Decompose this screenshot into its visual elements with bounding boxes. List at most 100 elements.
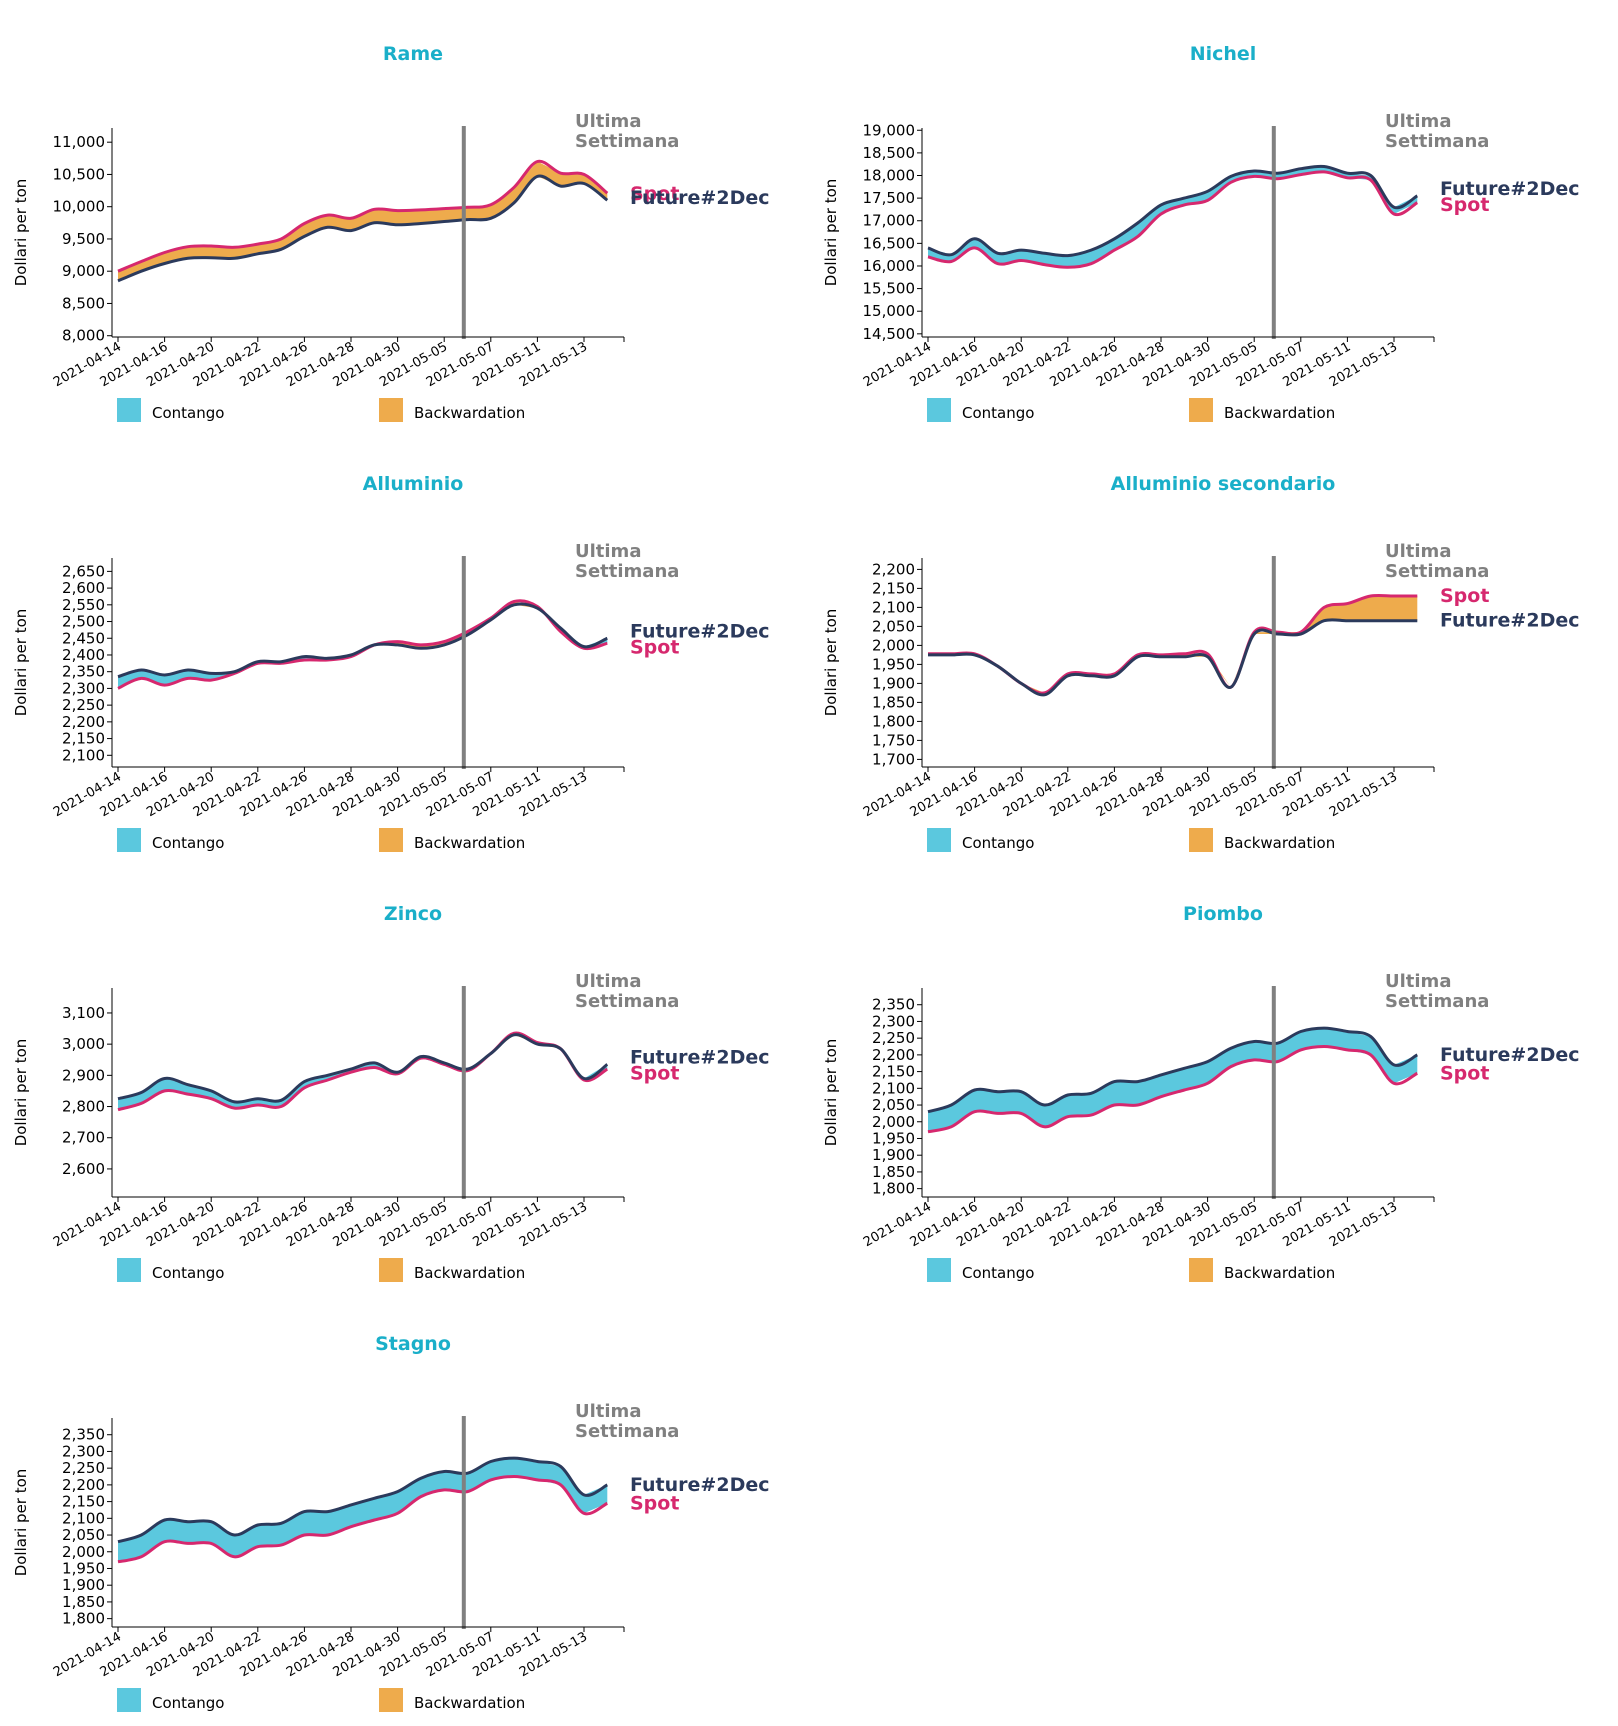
- legend-backwardation-label: Backwardation: [414, 1694, 525, 1712]
- spot-end-label: Spot: [1440, 585, 1489, 607]
- spot-end-label: Spot: [630, 183, 679, 205]
- chart-title: Alluminio: [363, 473, 464, 495]
- last-week-label-line2: Settimana: [1385, 131, 1489, 152]
- y-tick-label: 2,150: [62, 1493, 105, 1511]
- y-tick-label: 2,100: [872, 1079, 915, 1097]
- y-tick-label: 8,000: [62, 327, 105, 345]
- legend-contango-swatch: [117, 398, 141, 422]
- legend-contango-swatch: [927, 828, 951, 852]
- y-tick-label: 18,500: [863, 144, 916, 162]
- last-week-label-line2: Settimana: [575, 991, 679, 1012]
- future-end-label: Future#2Dec: [630, 1474, 770, 1496]
- y-tick-label: 2,800: [62, 1098, 105, 1116]
- legend-backwardation-swatch: [379, 1688, 403, 1712]
- y-tick-label: 15,000: [863, 302, 916, 320]
- future-end-label: Future#2Dec: [1440, 610, 1580, 632]
- y-tick-label: 2,050: [872, 1096, 915, 1114]
- y-tick-label: 2,400: [62, 646, 105, 664]
- y-tick-label: 1,900: [872, 674, 915, 692]
- y-tick-label: 16,000: [863, 257, 916, 275]
- y-tick-label: 2,250: [62, 1459, 105, 1477]
- y-axis-label: Dollari per ton: [12, 609, 30, 717]
- spot-end-label: Spot: [630, 1492, 679, 1514]
- future-end-label: Future#2Dec: [630, 620, 770, 642]
- spot-line: [117, 1031, 609, 1112]
- y-tick-label: 19,000: [863, 121, 916, 139]
- y-tick-label: 2,500: [62, 613, 105, 631]
- y-tick-label: 2,150: [62, 730, 105, 748]
- y-tick-label: 2,650: [62, 562, 105, 580]
- y-tick-label: 1,800: [872, 1180, 915, 1198]
- y-axis-label: Dollari per ton: [12, 1039, 30, 1147]
- legend-contango-label: Contango: [962, 1264, 1034, 1282]
- y-tick-label: 1,900: [62, 1576, 105, 1594]
- y-tick-label: 2,300: [872, 1012, 915, 1030]
- y-tick-label: 1,950: [872, 655, 915, 673]
- spot-end-label: Spot: [630, 636, 679, 658]
- y-tick-label: 2,900: [62, 1066, 105, 1084]
- chart-title: Alluminio secondario: [1111, 473, 1336, 495]
- y-tick-label: 17,500: [863, 189, 916, 207]
- y-tick-label: 2,600: [62, 579, 105, 597]
- y-tick-label: 2,700: [62, 1129, 105, 1147]
- y-tick-label: 2,100: [62, 746, 105, 764]
- y-tick-label: 14,500: [863, 325, 916, 343]
- legend-contango-label: Contango: [152, 834, 224, 852]
- legend-backwardation-swatch: [379, 828, 403, 852]
- last-week-label-line1: Ultima: [1385, 971, 1451, 992]
- legend-backwardation-label: Backwardation: [414, 834, 525, 852]
- legend-contango-swatch: [117, 828, 141, 852]
- y-tick-label: 3,000: [62, 1035, 105, 1053]
- y-tick-label: 1,850: [62, 1593, 105, 1611]
- legend-backwardation-swatch: [1189, 398, 1213, 422]
- legend-contango-label: Contango: [962, 834, 1034, 852]
- future-line: [117, 1033, 609, 1104]
- contango-area: [118, 644, 375, 689]
- spot-end-label: Spot: [1440, 194, 1489, 216]
- y-axis-label: Dollari per ton: [822, 1039, 840, 1147]
- legend-backwardation-swatch: [379, 1258, 403, 1282]
- contango-area: [928, 1028, 1418, 1132]
- y-tick-label: 2,350: [62, 1426, 105, 1444]
- future-end-label: Future#2Dec: [1440, 1044, 1580, 1066]
- last-week-label-line2: Settimana: [1385, 561, 1489, 582]
- future-line: [927, 618, 1418, 697]
- chart-title: Nichel: [1190, 43, 1257, 65]
- y-tick-label: 9,000: [62, 262, 105, 280]
- legend-backwardation-swatch: [1189, 1258, 1213, 1282]
- future-line: [927, 1026, 1419, 1114]
- y-tick-label: 2,200: [872, 560, 915, 578]
- y-tick-label: 3,100: [62, 1004, 105, 1022]
- contango-area: [560, 1048, 608, 1080]
- y-tick-label: 2,300: [62, 1442, 105, 1460]
- legend-backwardation-label: Backwardation: [1224, 404, 1335, 422]
- y-tick-label: 2,350: [62, 663, 105, 681]
- y-tick-label: 2,000: [872, 1113, 915, 1131]
- y-tick-label: 2,200: [872, 1046, 915, 1064]
- last-week-label-line2: Settimana: [575, 1421, 679, 1442]
- y-tick-label: 2,600: [62, 1160, 105, 1178]
- contango-area: [118, 1053, 491, 1110]
- last-week-label-line1: Ultima: [575, 1401, 641, 1422]
- legend-backwardation-label: Backwardation: [414, 404, 525, 422]
- contango-area: [928, 166, 1418, 268]
- legend-contango-swatch: [117, 1258, 141, 1282]
- future-end-label: Future#2Dec: [630, 1046, 770, 1068]
- spot-end-label: Spot: [630, 1062, 679, 1084]
- y-tick-label: 1,950: [62, 1559, 105, 1577]
- y-tick-label: 2,450: [62, 629, 105, 647]
- y-tick-label: 9,500: [62, 230, 105, 248]
- last-week-label-line1: Ultima: [575, 111, 641, 132]
- y-tick-label: 18,000: [863, 167, 916, 185]
- y-tick-label: 2,200: [62, 713, 105, 731]
- legend-contango-swatch: [927, 1258, 951, 1282]
- y-tick-label: 2,550: [62, 596, 105, 614]
- legend-contango-swatch: [117, 1688, 141, 1712]
- y-axis-label: Dollari per ton: [12, 179, 30, 287]
- last-week-label-line1: Ultima: [575, 541, 641, 562]
- y-tick-label: 2,100: [62, 1509, 105, 1527]
- legend-backwardation-swatch: [379, 398, 403, 422]
- last-week-label-line1: Ultima: [1385, 541, 1451, 562]
